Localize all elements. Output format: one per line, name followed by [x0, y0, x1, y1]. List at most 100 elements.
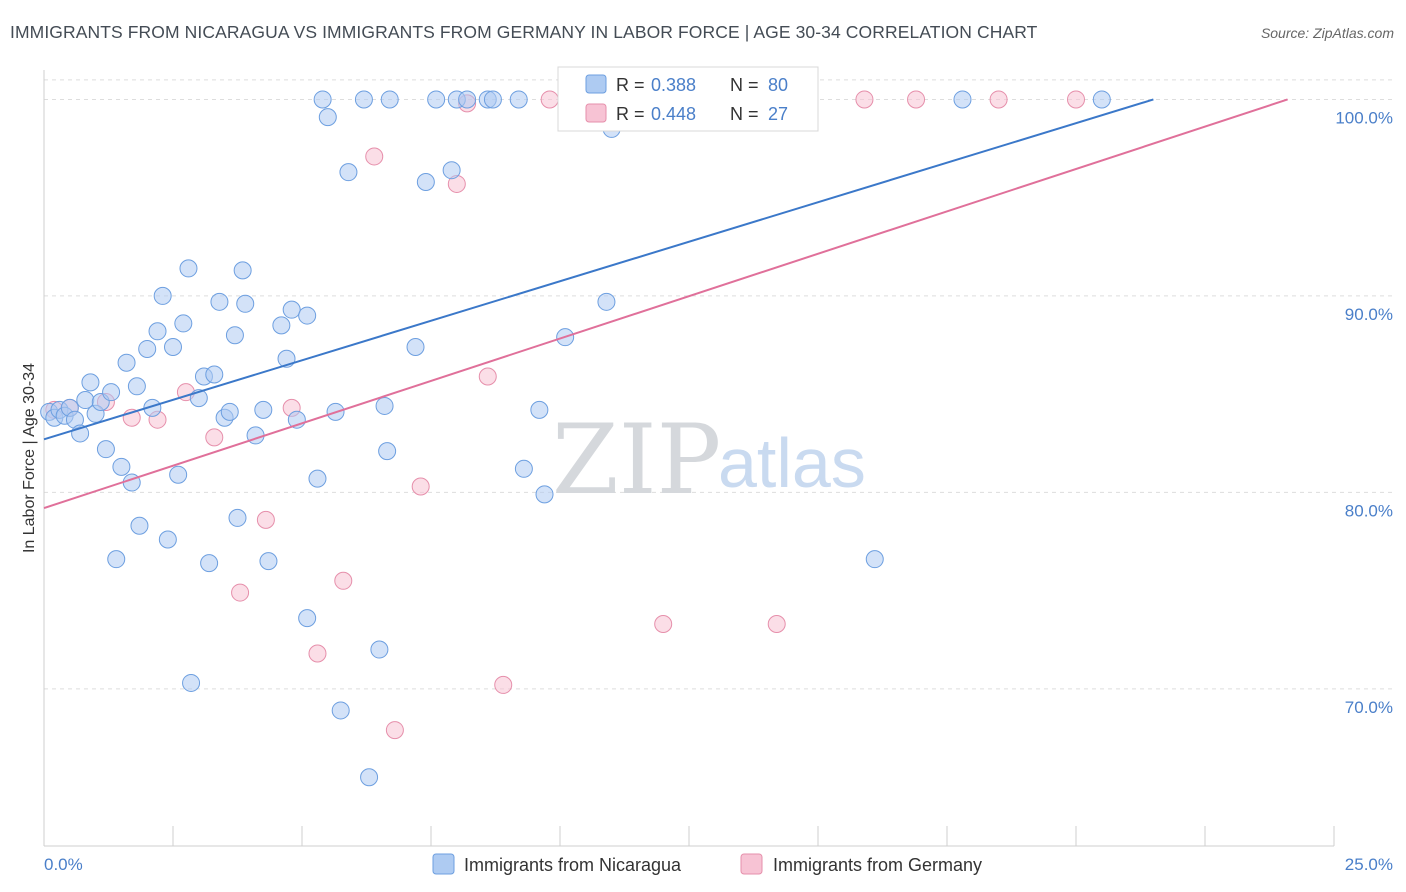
bottom-legend-label-germany: Immigrants from Germany [773, 855, 982, 875]
watermark-atlas: atlas [718, 424, 866, 502]
source-credit: Source: ZipAtlas.com [1260, 25, 1394, 41]
nicaragua-point [127, 377, 146, 396]
nicaragua-point [81, 373, 100, 392]
nicaragua-point [298, 609, 317, 628]
nicaragua-point [360, 768, 379, 787]
germany-point [334, 571, 353, 590]
watermark-zip: ZIP [552, 404, 721, 516]
germany-point [308, 644, 327, 663]
germany-point [540, 90, 559, 109]
nicaragua-point [220, 402, 239, 421]
legend-top: R = 0.388 N = 80 R = 0.448 N = 27 [557, 66, 819, 132]
legend-n-value-nicaragua: 80 [768, 75, 788, 95]
y-axis-label: In Labor Force | Age 30-34 [21, 363, 38, 553]
germany-point [411, 477, 430, 496]
nicaragua-point [233, 261, 252, 280]
germany-point [654, 615, 673, 634]
germany-point [231, 583, 250, 602]
legend-r-value-nicaragua: 0.388 [651, 75, 696, 95]
bottom-legend-label-nicaragua: Immigrants from Nicaragua [464, 855, 682, 875]
y-tick-label: 80.0% [1345, 501, 1393, 520]
nicaragua-point [380, 90, 399, 109]
germany-point [989, 90, 1008, 109]
nicaragua-point [107, 550, 126, 569]
nicaragua-point [378, 442, 397, 461]
legend-r-label-germany: R = [616, 104, 645, 124]
germany-point [1067, 90, 1085, 109]
germany-point [385, 721, 404, 740]
y-tick-labels: 70.0% 80.0% 90.0% 100.0% [1335, 108, 1393, 716]
nicaragua-point [169, 465, 188, 484]
nicaragua-point [138, 339, 157, 358]
x-tick-label-min: 0.0% [44, 855, 83, 874]
nicaragua-point [865, 550, 884, 569]
nicaragua-point [259, 552, 278, 571]
legend-r-label-nicaragua: R = [616, 75, 645, 95]
nicaragua-point [1092, 90, 1111, 109]
nicaragua-point [112, 457, 131, 476]
nicaragua-point [96, 440, 115, 459]
nicaragua-point [354, 90, 373, 109]
legend-n-value-germany: 27 [768, 104, 788, 124]
germany-trend-line [43, 98, 1288, 510]
nicaragua-point [597, 292, 616, 311]
germany-point [494, 675, 513, 694]
legend-n-label-nicaragua: N = [730, 75, 759, 95]
nicaragua-point [427, 90, 446, 109]
legend-swatch-germany [585, 103, 607, 123]
germany-point [767, 615, 786, 634]
germany-point [256, 510, 275, 529]
nicaragua-point [228, 508, 247, 527]
nicaragua-point [298, 306, 317, 325]
nicaragua-point [148, 322, 167, 341]
legend-n-label-germany: N = [730, 104, 759, 124]
nicaragua-point [375, 396, 394, 415]
y-tick-label: 100.0% [1335, 108, 1393, 127]
nicaragua-point [953, 90, 972, 109]
germany-point [855, 90, 874, 109]
nicaragua-point [200, 554, 219, 573]
bottom-legend-swatch-nicaragua [432, 853, 455, 875]
trend-lines [43, 98, 1288, 510]
nicaragua-point [483, 90, 502, 109]
nicaragua-point [331, 701, 350, 720]
nicaragua-point [339, 163, 358, 182]
nicaragua-points [40, 90, 1111, 787]
nicaragua-point [530, 400, 549, 419]
bottom-legend-swatch-germany [740, 853, 763, 875]
nicaragua-point [210, 292, 229, 311]
watermark: ZIP atlas [552, 404, 866, 516]
nicaragua-point [282, 300, 301, 319]
nicaragua-point [236, 294, 255, 313]
germany-point [205, 428, 224, 447]
germany-point [365, 147, 384, 166]
nicaragua-point [182, 673, 201, 692]
nicaragua-point [509, 90, 528, 109]
x-ticks [43, 826, 1335, 846]
nicaragua-point [406, 338, 425, 357]
nicaragua-point [158, 530, 177, 549]
nicaragua-point [535, 485, 554, 504]
nicaragua-point [225, 326, 244, 345]
legend-bottom: Immigrants from Nicaragua Immigrants fro… [432, 853, 982, 875]
y-tick-label: 70.0% [1345, 698, 1393, 717]
chart-title: IMMIGRANTS FROM NICARAGUA VS IMMIGRANTS … [10, 22, 1038, 42]
nicaragua-point [272, 316, 291, 335]
nicaragua-point [174, 314, 193, 333]
nicaragua-point [313, 90, 332, 109]
nicaragua-point [102, 383, 121, 402]
nicaragua-point [370, 640, 389, 659]
nicaragua-trend-line [43, 98, 1154, 441]
nicaragua-point [442, 161, 461, 180]
nicaragua-point [458, 90, 477, 109]
nicaragua-point [179, 259, 198, 278]
nicaragua-point [153, 286, 172, 305]
germany-point [478, 367, 497, 386]
nicaragua-point [308, 469, 327, 488]
germany-point [907, 90, 926, 109]
nicaragua-point [130, 516, 149, 535]
x-tick-label-max: 25.0% [1345, 855, 1393, 874]
nicaragua-point [117, 353, 136, 372]
nicaragua-point [205, 365, 224, 384]
